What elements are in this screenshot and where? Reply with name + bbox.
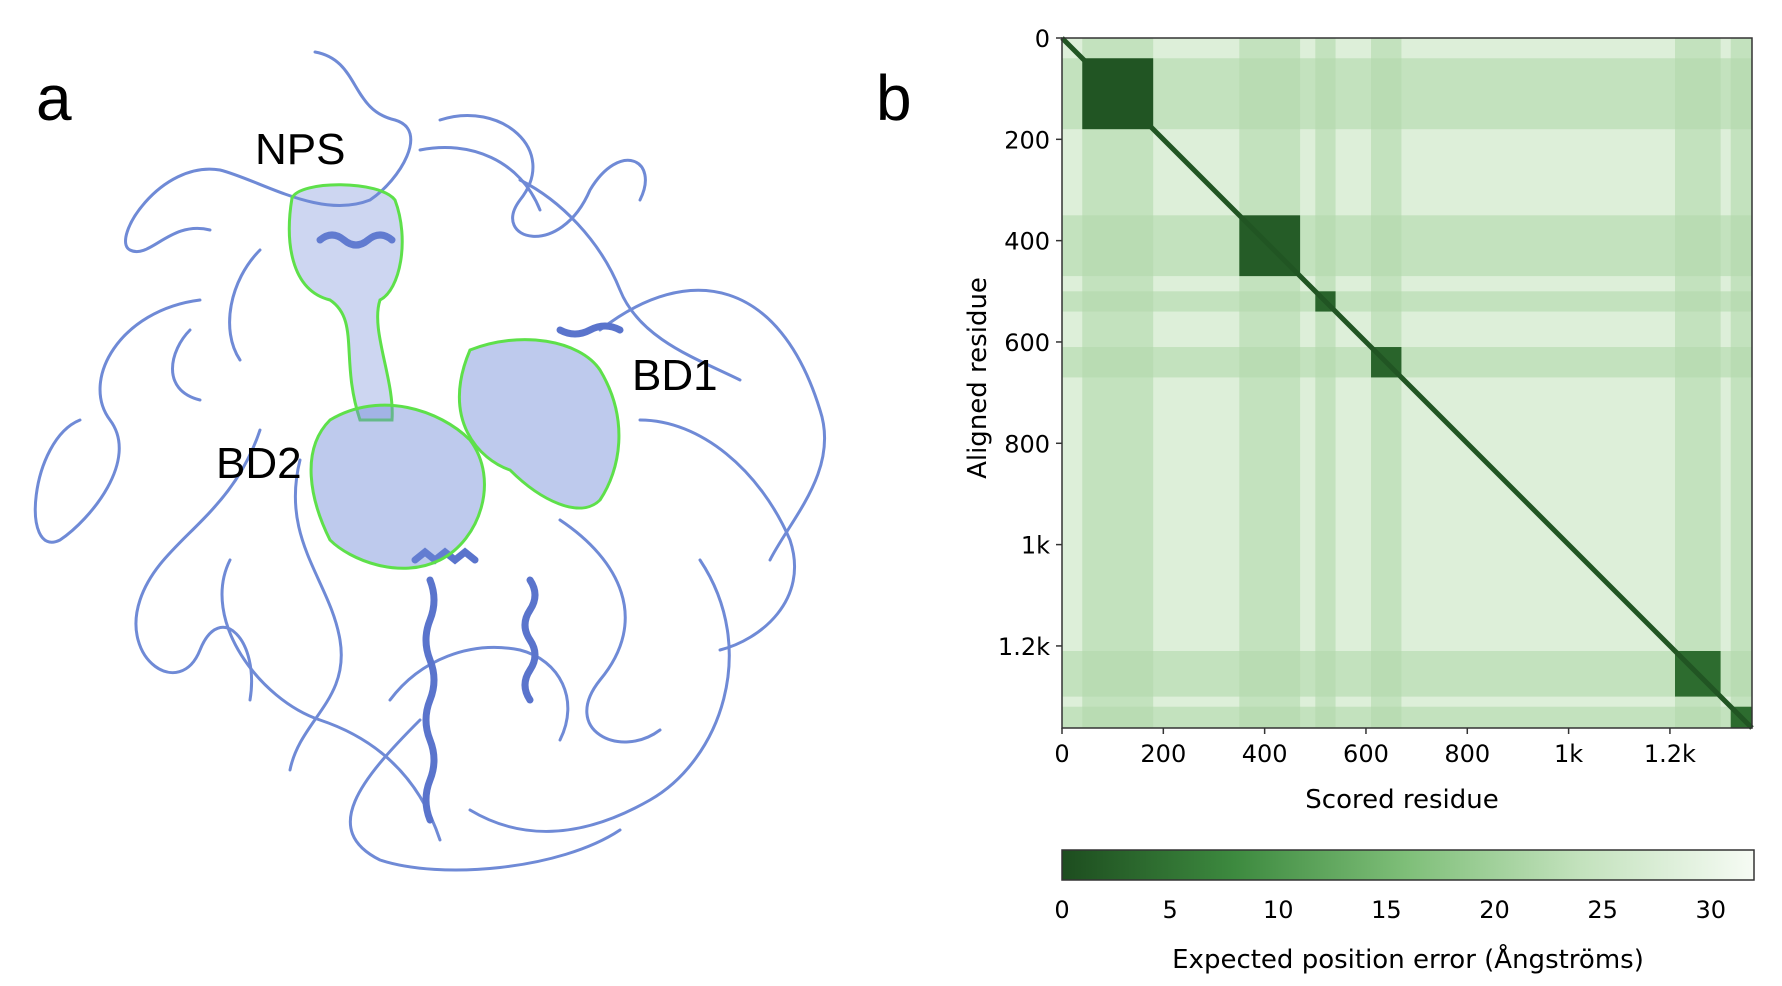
colorbar-title: Expected position error (Ångströms)	[1172, 943, 1644, 975]
x-tick-label: 200	[1140, 740, 1186, 768]
block-row-band	[1062, 58, 1752, 130]
y-tick-label: 200	[1004, 126, 1050, 154]
y-tick-label: 1k	[1021, 532, 1050, 560]
panel-a-letter: a	[36, 62, 72, 134]
block-column-band	[1371, 38, 1402, 728]
y-axis-title: Aligned residue	[963, 277, 993, 479]
colorbar-tick-label: 25	[1587, 896, 1618, 924]
diagonal-line	[1060, 36, 1754, 730]
colorbar-tick-label: 10	[1263, 896, 1294, 924]
block-column-band	[1730, 38, 1752, 728]
block-column-band	[1239, 38, 1301, 728]
block-row-band	[1062, 215, 1752, 277]
disordered-loops	[33, 50, 827, 872]
y-axis-ticks: 0 200 400 600 800 1k 1.2k	[998, 25, 1062, 661]
bd2-domain-outline	[309, 403, 486, 570]
nps-label: NPS	[255, 125, 346, 174]
x-tick-label: 400	[1242, 740, 1288, 768]
y-tick-label: 400	[1004, 228, 1050, 256]
x-tick-label: 0	[1054, 740, 1069, 768]
bd1-domain-outline	[457, 338, 621, 510]
block-row-band	[1062, 291, 1752, 312]
x-axis-ticks: 0 200 400 600 800 1k 1.2k	[1054, 728, 1696, 768]
colorbar-ticks: 0 5 10 15 20 25 30	[1054, 896, 1726, 924]
block-row-band	[1062, 650, 1752, 697]
block-row-band	[1062, 706, 1752, 728]
bd2-label: BD2	[216, 439, 302, 488]
colorbar-tick-label: 30	[1695, 896, 1726, 924]
colorbar-tick-label: 15	[1371, 896, 1402, 924]
x-tick-label: 600	[1343, 740, 1389, 768]
panel-b-letter: b	[876, 62, 912, 134]
x-axis-title: Scored residue	[1305, 785, 1498, 815]
plot-frame	[1061, 37, 1753, 729]
heatmap-plot-area	[1060, 36, 1754, 730]
x-tick-label: 800	[1444, 740, 1490, 768]
helices	[316, 231, 624, 824]
y-tick-label: 1.2k	[998, 633, 1050, 661]
x-tick-label: 1k	[1554, 740, 1583, 768]
y-tick-label: 0	[1035, 25, 1050, 53]
colorbar-tick-label: 20	[1479, 896, 1510, 924]
nps-domain-outline	[287, 183, 404, 422]
colorbar	[1061, 849, 1755, 881]
y-tick-label: 800	[1004, 430, 1050, 458]
y-tick-label: 600	[1004, 329, 1050, 357]
colorbar-tick-label: 5	[1162, 896, 1177, 924]
block-column-band	[1315, 38, 1336, 728]
protein-structure-illustration	[33, 50, 827, 872]
bd1-label: BD1	[632, 351, 718, 400]
block-column-band	[1674, 38, 1721, 728]
x-tick-label: 1.2k	[1644, 740, 1696, 768]
block-row-band	[1062, 347, 1752, 378]
block-column-band	[1082, 38, 1154, 728]
colorbar-tick-label: 0	[1054, 896, 1069, 924]
